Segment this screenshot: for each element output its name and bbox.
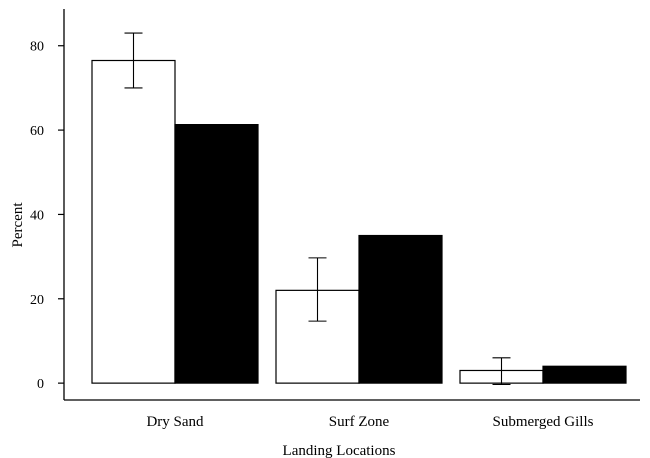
y-tick-label: 20 [30, 293, 44, 308]
bar-filled-1 [358, 234, 443, 384]
error-bars [124, 32, 511, 385]
bar-filled-0 [174, 124, 259, 384]
y-ticks: 0 20 40 60 80 [30, 40, 64, 392]
x-category-label: Surf Zone [329, 414, 390, 430]
bar-open-0 [91, 59, 176, 384]
bar-filled-2 [542, 365, 627, 384]
x-category-labels: Dry Sand Surf Zone Submerged Gills [146, 414, 593, 430]
y-axis-title: Percent [10, 202, 26, 248]
y-tick-label: 80 [30, 40, 44, 55]
y-tick-label: 60 [30, 124, 44, 139]
x-category-label: Submerged Gills [493, 414, 594, 430]
y-tick-label: 0 [37, 377, 44, 392]
bars [91, 59, 627, 384]
axes [63, 9, 640, 401]
x-axis-title: Landing Locations [283, 443, 396, 458]
y-tick-label: 40 [30, 208, 44, 223]
x-category-label: Dry Sand [146, 414, 204, 430]
